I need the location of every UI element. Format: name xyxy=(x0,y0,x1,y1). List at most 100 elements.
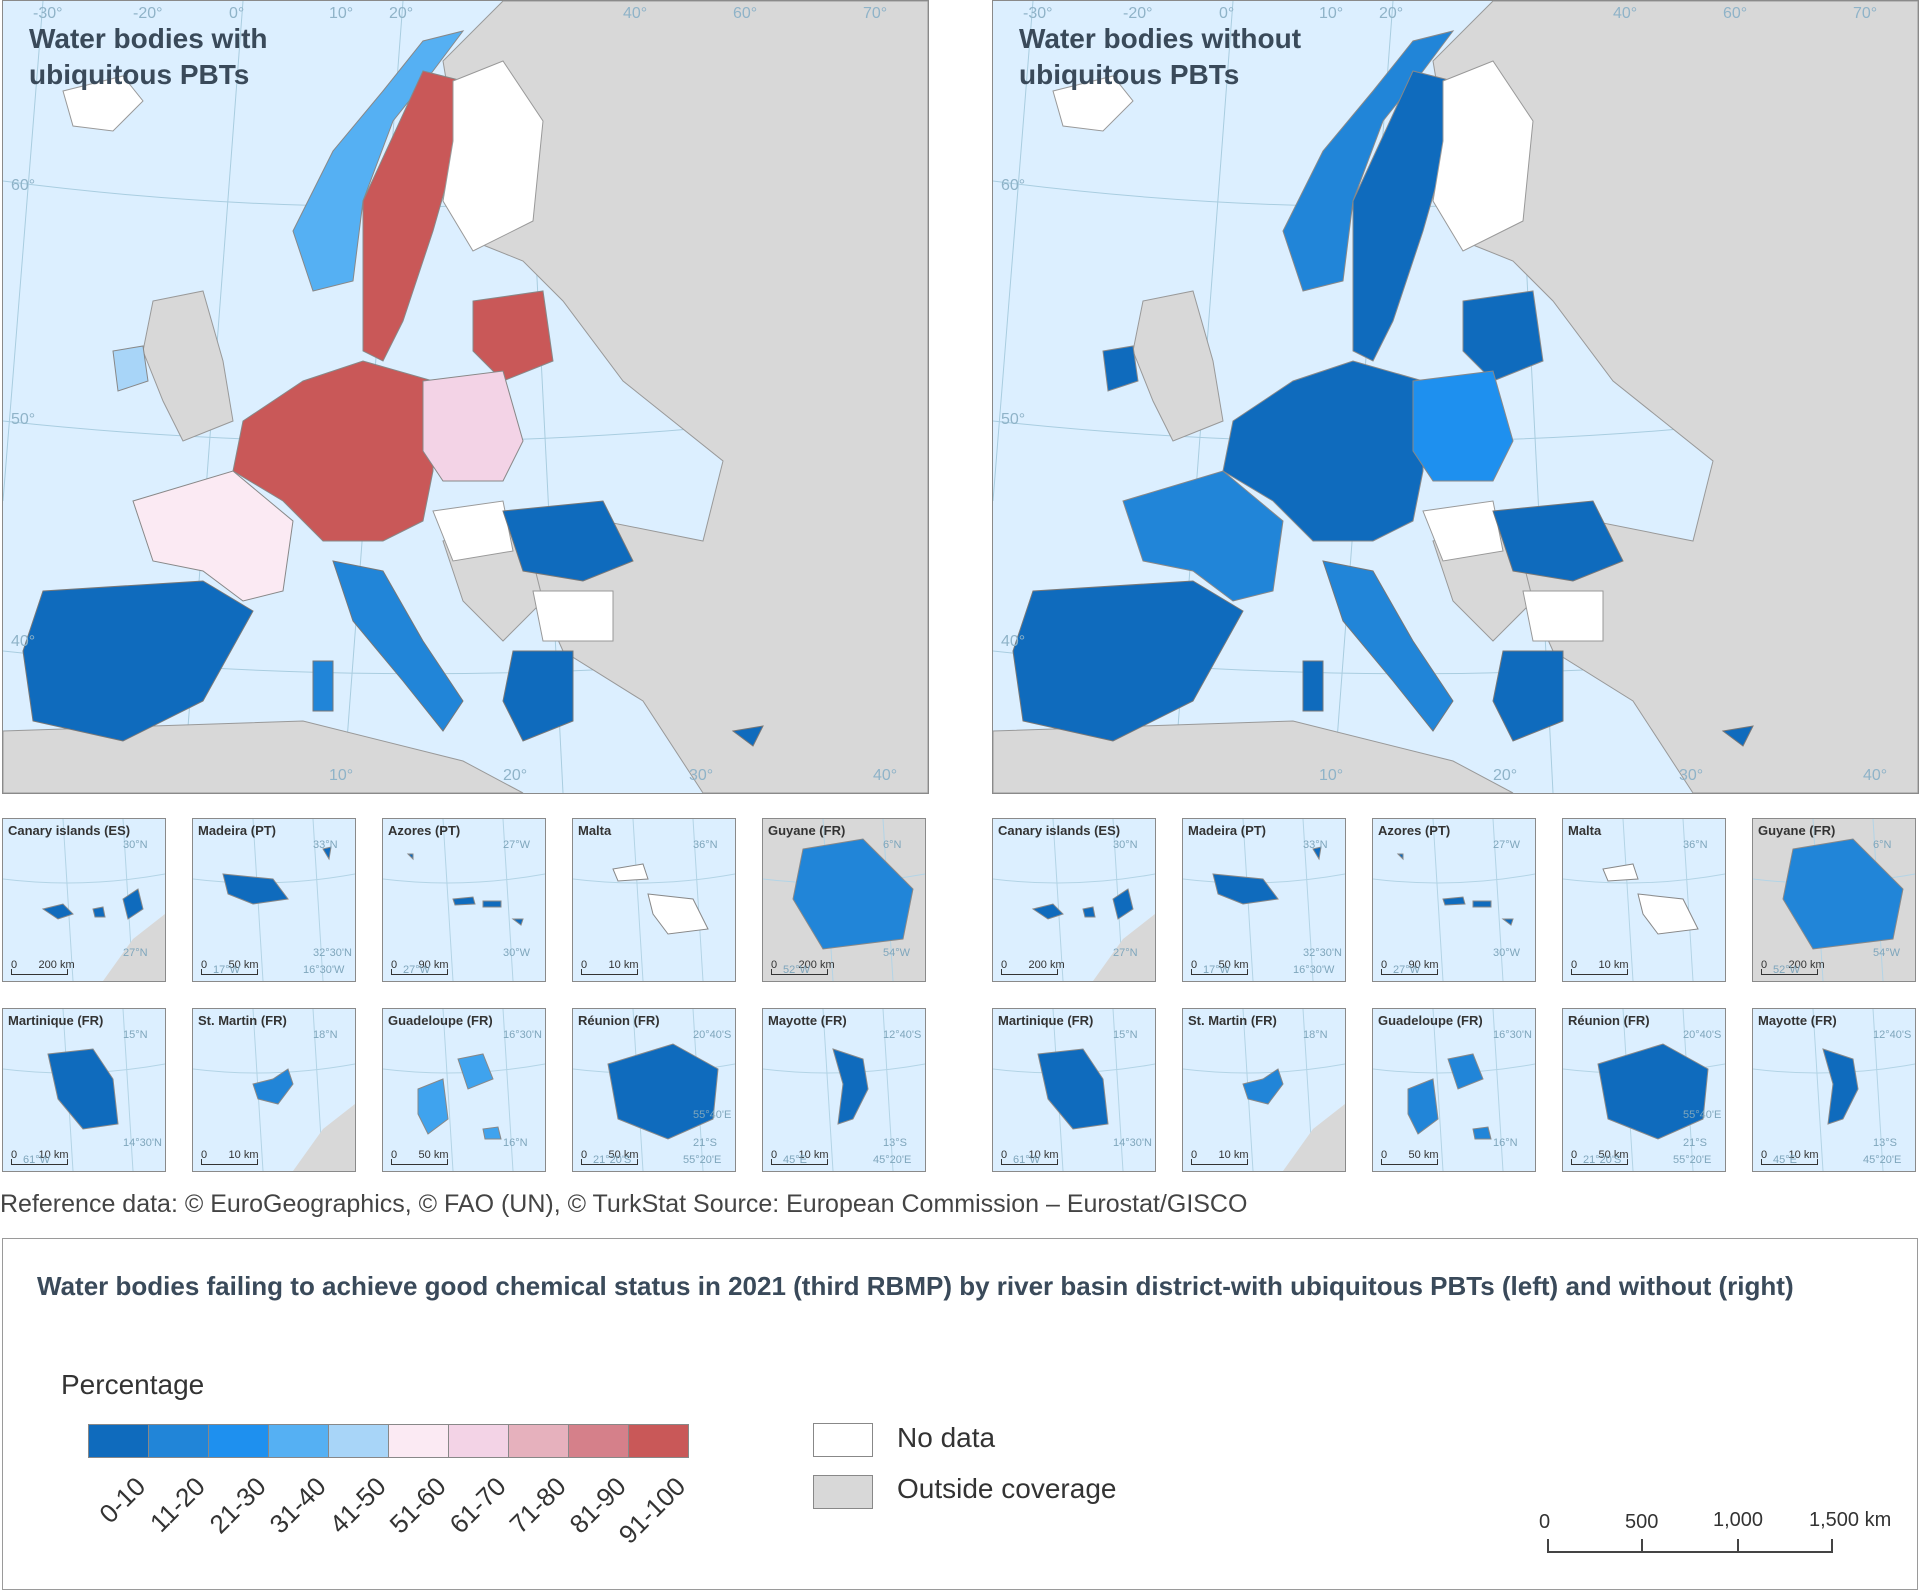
graticule-label: 50° xyxy=(11,411,36,428)
ramp-cell xyxy=(149,1425,209,1457)
graticule-label: 10° xyxy=(329,5,354,22)
ramp-label: 91-100 xyxy=(612,1471,692,1550)
inset-label: Canary islands (ES) xyxy=(8,823,131,838)
inset-scale: 0 10 km xyxy=(11,1149,69,1165)
inset-scale-label: 50 km xyxy=(228,959,259,971)
inset-map: Guadeloupe (FR) 0 50 km 16°30'N 16°N xyxy=(382,1008,546,1172)
inset-coord: 14°30'N xyxy=(123,1137,162,1149)
germany-benelux xyxy=(1222,360,1424,542)
inset-map: Mayotte (FR) 0 10 km 12°40'S 13°S 45°E 45°20'… xyxy=(1752,1008,1916,1172)
map-right-title: Water bodies without ubiquitous PBTs xyxy=(1019,23,1302,90)
hungary xyxy=(1422,500,1504,562)
sweden xyxy=(362,70,464,362)
inset-scale: 0 200 km xyxy=(1001,959,1065,975)
inset-map: Martinique (FR) 0 10 km 15°N 14°30'N 61°W xyxy=(2,1008,166,1172)
inset-shape xyxy=(193,819,355,981)
inset-coord: 32°30'N xyxy=(1303,947,1342,959)
inset-scale-label: 50 km xyxy=(1598,1149,1629,1161)
inset-scale-label: 90 km xyxy=(1408,959,1439,971)
cyprus xyxy=(731,725,764,747)
norway xyxy=(1282,30,1455,292)
inset-shape xyxy=(763,1009,925,1171)
inset-coord: 36°N xyxy=(693,839,718,851)
legend-subtitle: Percentage xyxy=(61,1369,205,1400)
graticule-label: 60° xyxy=(1723,5,1748,22)
inset-map: St. Martin (FR) 0 10 km 18°N xyxy=(192,1008,356,1172)
inset-scale-label: 10 km xyxy=(1598,959,1629,971)
inset-shape xyxy=(1563,1009,1725,1171)
ramp-label: 41-50 xyxy=(322,1471,392,1540)
graticule-label: -30° xyxy=(1023,5,1053,22)
inset-coord: 52°W xyxy=(783,964,811,976)
inset-scale: 0 10 km xyxy=(1571,959,1629,975)
outside-coverage-swatch xyxy=(813,1475,873,1509)
map-with-ubiquitous-pbts: Water bodies with ubiquitous PBTs -30° -… xyxy=(2,0,929,794)
inset-coord: 17°W xyxy=(213,964,241,976)
inset-scale-label: 200 km xyxy=(1028,959,1065,971)
ireland xyxy=(1102,345,1139,392)
inset-map: Réunion (FR) 0 50 km 20°40'S 21°S 21°20'S 55°… xyxy=(1562,1008,1726,1172)
inset-scale-label: 10 km xyxy=(228,1149,259,1161)
hungary xyxy=(432,500,514,562)
inset-scale-zero: 0 xyxy=(201,1149,208,1161)
inset-label: Mayotte (FR) xyxy=(768,1013,847,1028)
ramp-cell xyxy=(509,1425,569,1457)
ramp-label: 71-80 xyxy=(502,1471,572,1540)
inset-coord: 20°40'S xyxy=(693,1029,732,1041)
inset-scale-zero: 0 xyxy=(581,1149,588,1161)
bulgaria xyxy=(532,590,614,642)
scale-label: 0 xyxy=(1539,1511,1551,1533)
inset-label: Azores (PT) xyxy=(388,823,461,838)
ireland xyxy=(112,345,149,392)
inset-scale-zero: 0 xyxy=(1001,1149,1008,1161)
inset-scale-zero: 0 xyxy=(1571,959,1578,971)
inset-scale: 0 50 km xyxy=(201,959,259,975)
ramp-cell xyxy=(569,1425,629,1457)
iceland xyxy=(62,75,144,132)
inset-scale-zero: 0 xyxy=(1001,959,1008,971)
inset-coord: 21°S xyxy=(1683,1137,1707,1149)
inset-shape xyxy=(1373,819,1535,981)
inset-coord: 61°W xyxy=(1013,1154,1041,1166)
legend-title: Water bodies failing to achieve good che… xyxy=(37,1271,1794,1301)
inset-scale-label: 200 km xyxy=(798,959,835,971)
inset-coord: 21°S xyxy=(693,1137,717,1149)
inset-scale: 0 50 km xyxy=(581,1149,639,1165)
inset-scale: 0 50 km xyxy=(1571,1149,1629,1165)
inset-coord: 14°30'N xyxy=(1113,1137,1152,1149)
graticule-label: 40° xyxy=(1863,767,1888,784)
inset-scale-zero: 0 xyxy=(391,1149,398,1161)
inset-scale-zero: 0 xyxy=(771,1149,778,1161)
inset-scale-label: 200 km xyxy=(38,959,75,971)
inset-map: Malta 0 10 km 36°N xyxy=(572,818,736,982)
inset-scale: 0 200 km xyxy=(11,959,75,975)
inset-coord: 16°30'N xyxy=(1493,1029,1532,1041)
inset-label: Martinique (FR) xyxy=(8,1013,104,1028)
north-africa-outside xyxy=(993,720,1514,793)
inset-scale-zero: 0 xyxy=(1191,959,1198,971)
uk-outside xyxy=(142,290,234,442)
graticule-label: -20° xyxy=(133,5,163,22)
inset-scale-zero: 0 xyxy=(391,959,398,971)
graticule-label: 40° xyxy=(1001,633,1026,650)
inset-coord: 45°E xyxy=(1773,1154,1797,1166)
inset-scale-zero: 0 xyxy=(1571,1149,1578,1161)
inset-map: Canary islands (ES) 0 200 km 30°N 27°N xyxy=(992,818,1156,982)
inset-shape xyxy=(573,1009,735,1171)
inset-scale: 0 10 km xyxy=(1761,1149,1819,1165)
inset-coord: 27°W xyxy=(403,964,431,976)
inset-coord: 30°N xyxy=(1113,839,1138,851)
graticule-label: -30° xyxy=(33,5,63,22)
inset-coord: 55°20'E xyxy=(1673,1154,1712,1166)
inset-map: Réunion (FR) 0 50 km 20°40'S 21°S 21°20'S 55°… xyxy=(572,1008,736,1172)
graticule-label: 0° xyxy=(1219,5,1235,22)
inset-scale-zero: 0 xyxy=(201,959,208,971)
inset-map: Canary islands (ES) 0 200 km 30°N 27°N xyxy=(2,818,166,982)
inset-scale: 0 200 km xyxy=(1761,959,1825,975)
inset-coord: 13°S xyxy=(883,1137,907,1149)
inset-coord: 45°E xyxy=(783,1154,807,1166)
map-without-ubiquitous-pbts: Water bodies without ubiquitous PBTs -30… xyxy=(992,0,1919,794)
inset-coord: 20°40'S xyxy=(1683,1029,1722,1041)
inset-coord: 18°N xyxy=(1303,1029,1328,1041)
inset-shape xyxy=(993,1009,1155,1171)
